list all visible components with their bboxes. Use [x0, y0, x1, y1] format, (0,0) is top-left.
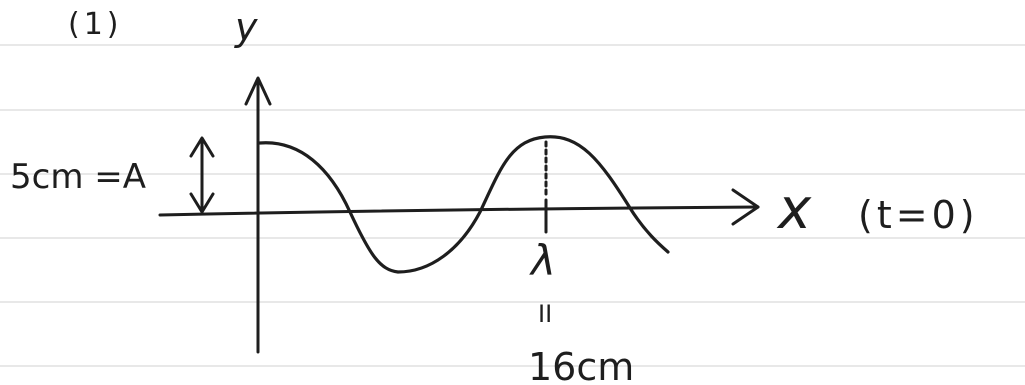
wavelength-value: 16cm — [528, 345, 634, 385]
wave-curve — [258, 135, 670, 274]
time-condition: (t=0) — [858, 193, 979, 237]
x-axis-label: x — [776, 177, 812, 242]
y-axis-label: y — [234, 5, 258, 49]
wavelength-symbol: λ — [529, 236, 556, 285]
part-label: (1) — [68, 7, 123, 42]
amplitude-arrow — [189, 136, 215, 214]
notebook-rules — [0, 44, 1025, 367]
amplitude-label: 5cm =A — [10, 157, 146, 197]
y-axis — [244, 76, 272, 354]
x-axis — [158, 188, 760, 226]
equals-mark: II — [538, 300, 552, 328]
